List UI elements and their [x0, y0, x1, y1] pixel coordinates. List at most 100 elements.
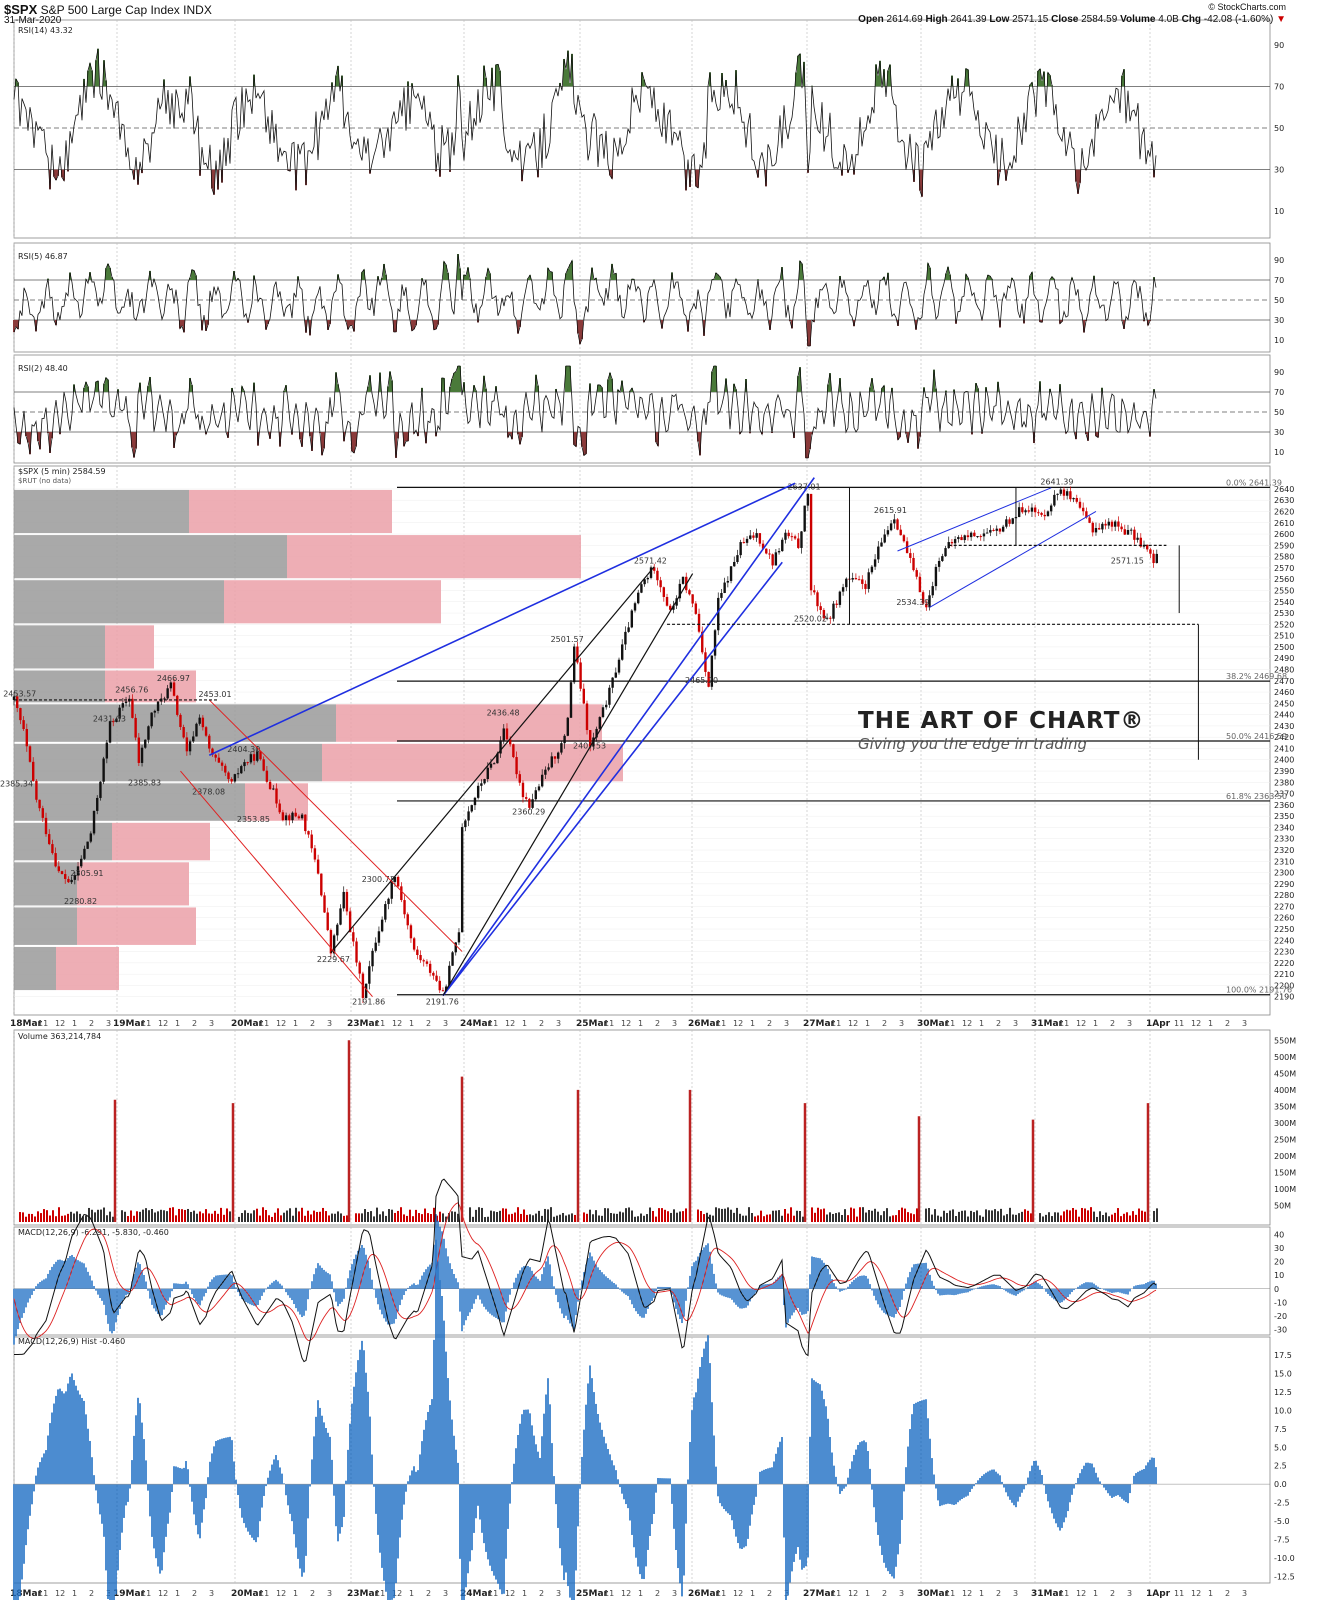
price-xaxis-hour-tick: 11: [488, 1019, 498, 1028]
price-ytick: 2300: [1274, 869, 1294, 878]
trendline: [330, 566, 655, 954]
bottom-xaxis-day-24Mar: 24Mar: [460, 1589, 493, 1599]
price-xaxis-day-19Mar: 19Mar: [113, 1019, 146, 1029]
price-xaxis-hour-tick: 12: [505, 1019, 515, 1028]
price-xaxis-hour-tick: 2: [310, 1019, 315, 1028]
volume-by-price-red-bar: [56, 946, 119, 991]
rsi-ytick: 30: [1274, 166, 1284, 175]
price-xaxis-hour-tick: 2: [192, 1019, 197, 1028]
price-candle: [813, 590, 816, 593]
price-candle: [829, 617, 832, 619]
price-candle: [380, 919, 384, 932]
price-candle: [1072, 497, 1075, 500]
price-candle: [185, 737, 189, 752]
volume-by-price-red-bar: [189, 489, 392, 534]
price-candle: [412, 938, 416, 950]
volume-by-price-gray-bar: [14, 907, 77, 945]
price-ytick: 2510: [1274, 632, 1294, 641]
price-label: 2571.42: [634, 556, 667, 565]
price-candle: [268, 781, 272, 790]
price-xaxis-hour-tick: 12: [1076, 1019, 1086, 1028]
price-candle: [515, 757, 518, 775]
price-candle: [48, 834, 51, 845]
price-candle: [486, 767, 489, 780]
price-candle: [448, 965, 451, 987]
price-candle: [777, 551, 781, 553]
price-candle: [790, 536, 794, 538]
price-candle: [797, 538, 800, 548]
volume-by-price-red-bar: [77, 907, 196, 945]
price-xaxis-hour-tick: 3: [443, 1019, 448, 1028]
price-candle: [364, 983, 368, 998]
price-candle: [995, 528, 998, 531]
price-candle: [259, 751, 262, 760]
price-candle: [137, 737, 141, 763]
volume-by-price-gray-bar: [14, 946, 56, 991]
price-candle: [1152, 553, 1155, 564]
watermark-logo: THE ART OF CHART® Giving you the edge in…: [858, 708, 1144, 753]
price-candle: [528, 798, 531, 808]
price-candle: [409, 925, 413, 939]
price-candle: [601, 707, 605, 718]
price-candle: [649, 567, 653, 578]
price-ytick: 2280: [1274, 891, 1294, 900]
price-candle: [1011, 518, 1014, 524]
price-candle: [192, 736, 195, 742]
rsi-ytick: 10: [1274, 207, 1284, 216]
bottom-xaxis-hour-tick: 2: [996, 1589, 1001, 1598]
volume-by-price-gray-bar: [14, 670, 105, 703]
price-candle: [867, 572, 870, 589]
price-candle: [12, 696, 16, 700]
price-candle: [1062, 489, 1066, 496]
price-label: 2191.86: [352, 998, 385, 1007]
price-candle: [595, 728, 598, 738]
price-candle: [1149, 549, 1152, 554]
price-candle: [1069, 491, 1072, 500]
hist-ytick: 17.5: [1274, 1351, 1292, 1360]
price-xaxis-hour-tick: 11: [716, 1019, 726, 1028]
price-candle: [1008, 519, 1011, 524]
price-candle: [851, 578, 854, 580]
price-candle: [665, 596, 669, 606]
volume-ytick: 250M: [1274, 1135, 1296, 1144]
hist-ytick: 15.0: [1274, 1370, 1292, 1379]
price-label: 2501.57: [551, 635, 584, 644]
price-candle: [368, 966, 371, 984]
price-candle: [1005, 519, 1008, 527]
price-candle: [825, 617, 829, 619]
price-xaxis-hour-tick: 11: [831, 1019, 841, 1028]
volume-ytick: 500M: [1274, 1053, 1296, 1062]
price-candle: [678, 583, 682, 599]
volume-by-price-gray-bar: [14, 535, 287, 579]
watermark-title: THE ART OF CHART®: [858, 708, 1145, 734]
price-ytick: 2260: [1274, 914, 1294, 923]
price-candle: [806, 493, 810, 506]
price-candle: [326, 912, 329, 931]
price-xaxis-hour-tick: 3: [1242, 1019, 1247, 1028]
bottom-xaxis-hour-tick: 12: [848, 1589, 858, 1598]
bottom-xaxis-hour-tick: 2: [192, 1589, 197, 1598]
price-candle: [131, 698, 134, 718]
price-candle: [745, 538, 749, 543]
price-candle: [1113, 521, 1117, 527]
price-candle: [742, 542, 746, 544]
price-candle: [352, 932, 355, 942]
price-candle: [835, 603, 838, 605]
macd-ytick: 40: [1274, 1231, 1284, 1240]
rsi-ytick: 90: [1274, 41, 1284, 50]
bottom-xaxis-day-19Mar: 19Mar: [113, 1589, 146, 1599]
price-candle: [502, 728, 505, 741]
panel-frame-0: [13, 19, 1271, 239]
hist-ytick: 0.0: [1274, 1480, 1287, 1489]
bottom-xaxis-hour-tick: 3: [899, 1589, 904, 1598]
price-ytick: 2210: [1274, 970, 1294, 979]
bottom-xaxis-hour-tick: 12: [505, 1589, 515, 1598]
price-candle: [35, 780, 38, 800]
volume-by-price-gray-bar: [14, 822, 112, 861]
volume-ytick: 200M: [1274, 1152, 1296, 1161]
price-candle: [489, 763, 493, 768]
price-candle: [272, 788, 275, 790]
price-candle: [816, 592, 819, 607]
price-candle: [540, 774, 544, 787]
